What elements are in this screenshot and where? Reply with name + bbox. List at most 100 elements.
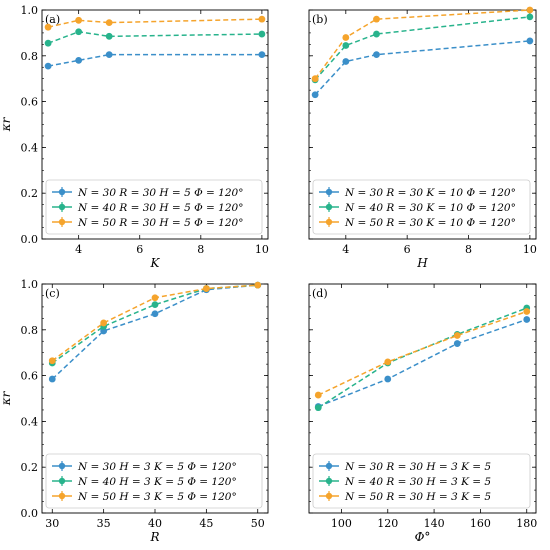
x-tick-label: 180: [516, 517, 537, 530]
legend-entry: N = 30 H = 3 K = 5 Φ = 120°: [77, 461, 237, 473]
x-tick-label: 4: [342, 243, 349, 256]
y-axis-label: κr: [0, 390, 13, 406]
x-tick-label: 6: [136, 243, 143, 256]
series-line: [47, 18, 262, 28]
legend-swatch-marker: [325, 218, 333, 226]
legend-entry: N = 30 R = 30 H = 3 K = 5: [344, 461, 491, 473]
y-tick-label: 0.8: [21, 50, 39, 63]
legend-swatch-marker: [325, 188, 333, 196]
panel-label: (c): [45, 287, 60, 300]
data-point: [342, 34, 350, 41]
legend-swatch-marker: [58, 462, 66, 470]
legend-entry: N = 50 R = 30 H = 3 K = 5: [344, 491, 491, 503]
legend-swatch-marker: [58, 477, 66, 485]
data-point: [44, 23, 52, 31]
x-tick-label: 8: [197, 243, 204, 256]
data-point: [151, 310, 159, 318]
data-point: [151, 301, 159, 309]
legend-entry: N = 50 H = 3 K = 5 Φ = 120°: [77, 491, 237, 503]
data-point: [314, 404, 322, 412]
y-tick-label: 0.6: [21, 96, 39, 109]
legend-swatch-marker: [58, 203, 66, 211]
legend-entry: N = 30 R = 30 K = 10 Φ = 120°: [344, 187, 516, 199]
data-point: [453, 332, 461, 339]
x-tick-label: 120: [377, 517, 398, 530]
legend-swatch-marker: [58, 188, 66, 196]
data-point: [75, 28, 83, 36]
legend-box: [312, 179, 531, 235]
data-point: [44, 62, 52, 70]
legend-entry: N = 40 R = 30 K = 10 Φ = 120°: [344, 202, 516, 214]
series-line: [314, 16, 530, 81]
data-point: [48, 375, 56, 383]
x-tick-label: 40: [148, 517, 162, 530]
data-point: [384, 358, 392, 366]
legend-swatch-marker: [325, 492, 333, 500]
data-point: [105, 32, 113, 40]
data-point: [151, 294, 159, 302]
data-point: [526, 6, 534, 14]
x-tick-label: 30: [45, 517, 59, 530]
legend-swatch-marker: [325, 203, 333, 211]
legend-entry: N = 40 R = 30 H = 3 K = 5: [344, 476, 491, 488]
legend-entry: N = 40 H = 3 K = 5 Φ = 120°: [77, 476, 237, 488]
panel-label: (d): [312, 287, 328, 300]
series-line: [51, 284, 258, 364]
panel-label: (a): [45, 13, 60, 26]
data-point: [373, 30, 380, 38]
y-tick-label: 0.6: [21, 370, 39, 383]
data-point: [373, 15, 380, 23]
series-line: [47, 30, 262, 44]
panel-2: 4 6 8 10 H (b) N = 30 R = 30 K = 10 Φ = 120° N …: [308, 6, 537, 270]
legend-swatch-marker: [325, 462, 333, 470]
series-line: [317, 318, 527, 408]
x-tick-label: 10: [255, 243, 269, 256]
x-axis-label: Φ°: [415, 530, 431, 544]
data-point: [202, 285, 210, 292]
y-axis-label: κr: [0, 116, 13, 132]
data-point: [75, 16, 83, 24]
legend-box: [312, 453, 531, 509]
legend-box: [45, 453, 263, 509]
data-point: [105, 51, 113, 59]
x-tick-label: 100: [331, 517, 352, 530]
y-tick-label: 0.0: [21, 233, 39, 246]
y-tick-label: 1.0: [21, 278, 39, 291]
panel-3: 0.0 0.2 0.4 0.6 0.8 1.0 30 35 40 45 50 Rκr (c) N = 30…: [0, 278, 269, 544]
y-tick-label: 0.2: [21, 461, 39, 474]
series-line: [317, 310, 527, 396]
x-tick-label: 4: [75, 243, 82, 256]
data-point: [254, 281, 262, 289]
data-point: [258, 15, 266, 23]
legend-swatch-marker: [58, 492, 66, 500]
x-axis-label: H: [416, 256, 428, 270]
legend-entry: N = 30 R = 30 H = 5 Φ = 120°: [77, 187, 243, 199]
x-tick-label: 140: [424, 517, 445, 530]
x-tick-label: 45: [199, 517, 213, 530]
data-point: [258, 30, 266, 38]
y-tick-label: 0.4: [21, 415, 39, 428]
data-point: [100, 319, 108, 327]
data-point: [258, 51, 266, 59]
x-tick-label: 6: [404, 243, 411, 256]
data-point: [523, 308, 531, 315]
data-point: [44, 39, 52, 47]
data-point: [453, 340, 461, 347]
data-point: [384, 375, 392, 383]
y-tick-label: 1.0: [21, 4, 39, 17]
legend-swatch-marker: [58, 218, 66, 226]
x-axis-label: K: [150, 256, 161, 270]
y-tick-label: 0.4: [21, 141, 39, 154]
data-point: [48, 357, 56, 365]
data-point: [75, 56, 83, 64]
x-tick-label: 35: [97, 517, 111, 530]
series-line: [47, 53, 262, 67]
y-tick-label: 0.2: [21, 187, 39, 200]
y-tick-label: 0.8: [21, 324, 39, 337]
legend-box: [45, 179, 263, 235]
data-point: [373, 51, 380, 59]
x-tick-label: 160: [470, 517, 491, 530]
panel-1: 0.0 0.2 0.4 0.6 0.8 1.0 4 6 8 10 Kκr (a) N = 30 R = …: [0, 4, 269, 270]
data-point: [105, 19, 113, 26]
